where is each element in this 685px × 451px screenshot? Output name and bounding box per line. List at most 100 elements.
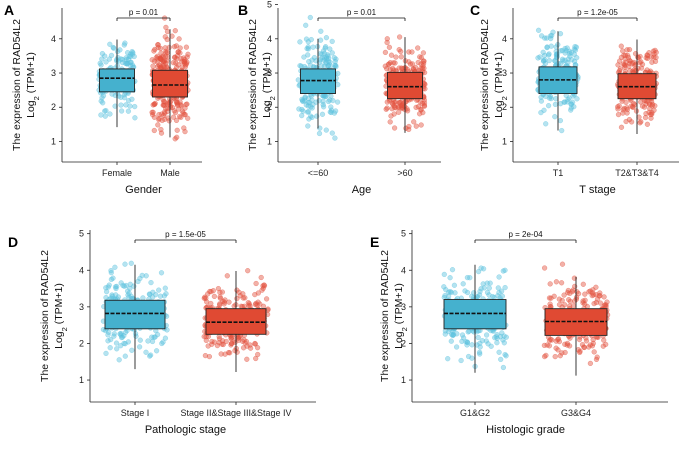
data-point (398, 48, 404, 55)
panel-c: C 1 2 3 4 The expression of RAD54L2 Log2 (TPM+… (470, 2, 679, 196)
data-point (118, 280, 124, 286)
data-point (622, 62, 628, 69)
data-point (182, 105, 188, 111)
data-point (541, 342, 548, 349)
data-point (409, 49, 415, 55)
data-point (329, 38, 335, 45)
data-point (103, 295, 109, 301)
data-point (155, 332, 161, 338)
data-point (384, 36, 390, 42)
data-point (383, 106, 389, 112)
data-point (580, 281, 586, 287)
data-point (302, 95, 308, 101)
data-point (637, 60, 643, 66)
data-point (137, 344, 143, 350)
x-category-label: Female (102, 168, 132, 178)
data-point (582, 297, 588, 303)
y-tick-label: 5 (267, 0, 272, 10)
data-point (162, 335, 169, 341)
data-point (122, 329, 129, 336)
data-point (122, 261, 128, 267)
y-axis-unit-log: Log (393, 331, 405, 349)
data-point (415, 45, 421, 51)
y-tick-label: 3 (79, 302, 84, 312)
p-value-label: p = 1.2e-05 (577, 8, 618, 17)
y-axis-title: The expression of RAD54L2 (247, 19, 259, 151)
data-point (398, 65, 405, 71)
data-point (570, 303, 577, 309)
data-point (170, 114, 177, 120)
data-point (330, 97, 336, 104)
data-point (147, 291, 153, 298)
data-point (556, 296, 562, 302)
data-point (158, 126, 164, 133)
data-point (112, 103, 118, 109)
data-point (593, 356, 600, 363)
data-point (211, 293, 218, 300)
data-point (604, 299, 610, 305)
data-point (487, 280, 493, 286)
data-point (150, 63, 156, 69)
y-axis-unit: Log2 (TPM+1) (493, 52, 509, 118)
x-category-label: G3&G4 (561, 408, 591, 418)
data-point (303, 36, 310, 42)
data-point (572, 62, 578, 68)
data-point (162, 285, 168, 291)
data-point (386, 44, 393, 50)
data-point (125, 292, 131, 298)
panel-letter: C (470, 2, 480, 18)
data-point (626, 63, 632, 70)
data-point (587, 288, 593, 294)
data-point (406, 49, 412, 55)
data-point (582, 291, 588, 297)
y-axis-unit-subscript: 2 (400, 327, 409, 331)
data-point (544, 44, 550, 50)
data-point (151, 127, 157, 134)
data-point (114, 346, 120, 352)
data-point (479, 338, 485, 344)
data-point (397, 34, 403, 40)
data-point (137, 337, 143, 343)
data-point (326, 55, 332, 62)
data-point (327, 109, 333, 115)
data-point (120, 282, 126, 289)
y-axis-unit-tail: (TPM+1) (493, 52, 505, 96)
data-point (245, 268, 251, 274)
data-point (319, 63, 325, 69)
data-point (108, 270, 114, 276)
x-category-label: Stage II&Stage III&Stage IV (180, 408, 291, 418)
data-point (202, 353, 209, 359)
data-point (201, 334, 207, 340)
data-point (627, 60, 633, 67)
data-point (418, 122, 424, 128)
data-point (155, 56, 161, 62)
data-point (240, 291, 246, 297)
data-point (538, 94, 544, 100)
panel-letter: D (8, 234, 18, 250)
data-point (545, 52, 552, 58)
data-point (162, 34, 168, 40)
data-point (464, 275, 471, 281)
data-point (127, 62, 134, 68)
data-point (220, 298, 226, 304)
data-point (111, 331, 117, 337)
data-point (241, 345, 247, 351)
y-tick-label: 2 (401, 338, 406, 348)
data-point (593, 292, 599, 298)
data-point (618, 43, 624, 49)
box-iqr (99, 68, 135, 93)
data-point (323, 60, 329, 66)
data-point (145, 338, 151, 344)
data-point (110, 275, 116, 281)
data-point (175, 49, 181, 55)
data-point (615, 104, 621, 110)
p-value-label: p = 0.01 (347, 8, 377, 17)
y-axis-title: The expression of RAD54L2 (379, 250, 391, 382)
data-point (603, 341, 609, 348)
data-point (542, 35, 548, 41)
data-point (320, 93, 326, 99)
data-point (329, 50, 335, 56)
data-point (623, 99, 629, 106)
data-point (297, 39, 303, 45)
